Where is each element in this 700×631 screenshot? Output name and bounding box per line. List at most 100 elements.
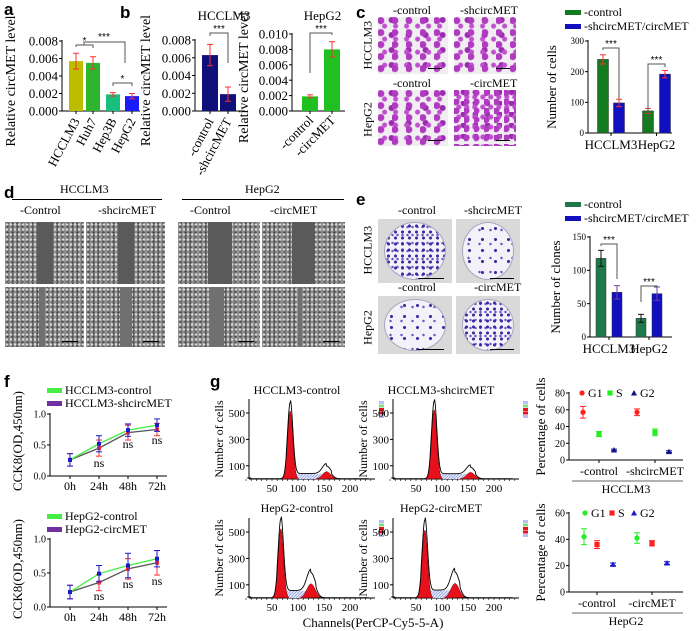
wound-healing-image bbox=[5, 287, 84, 347]
chart-title: HepG2 bbox=[304, 8, 342, 23]
legend-label: -shcircMET/circMET bbox=[584, 19, 689, 33]
photo-c-col-label: -control bbox=[393, 3, 431, 17]
significance-label: *** bbox=[603, 235, 615, 246]
y-axis-label: Number of cells bbox=[356, 400, 370, 478]
y-tick-label: 0.0 bbox=[34, 472, 47, 483]
photo-c-col-label: -control bbox=[393, 76, 431, 90]
x-tick-label: 200 bbox=[342, 602, 359, 614]
legend-label: G2 bbox=[640, 386, 655, 400]
panel-label-b: b bbox=[120, 3, 131, 22]
y-tick-label: 0.004 bbox=[162, 68, 192, 83]
histogram-curve bbox=[247, 399, 369, 480]
y-axis-label: Number of cells bbox=[212, 400, 226, 478]
panel-label-g: g bbox=[210, 372, 221, 391]
y-tick-label: 0 bbox=[560, 456, 565, 467]
x-tick-label: 50 bbox=[267, 483, 279, 495]
y-tick-label: 0.004 bbox=[29, 69, 59, 84]
x-tick-label: 0h bbox=[64, 479, 76, 493]
photo-e-col-label: -circMET bbox=[474, 280, 522, 294]
wound-healing-image bbox=[262, 222, 345, 284]
transwell-image bbox=[454, 90, 516, 146]
significance-label: *** bbox=[605, 39, 617, 50]
histogram-title: HepG2-control bbox=[261, 501, 334, 515]
data-point-G1 bbox=[580, 409, 586, 415]
colony-plate-image bbox=[378, 219, 452, 283]
photo-e-col-label: -control bbox=[398, 203, 436, 217]
y-tick-label: 100 bbox=[571, 97, 585, 107]
group-label: HepG2 bbox=[609, 614, 644, 628]
legend-key bbox=[523, 404, 528, 408]
significance-label: *** bbox=[98, 32, 110, 43]
y-tick-label: 0.5 bbox=[34, 569, 47, 580]
x-tick-label: 50 bbox=[267, 602, 279, 614]
legend-marker bbox=[609, 510, 615, 516]
legend-swatch bbox=[47, 388, 62, 393]
legend-key bbox=[379, 530, 384, 534]
x-tick-label: 150 bbox=[316, 602, 333, 614]
photo-d-group-label: HepG2 bbox=[245, 182, 280, 196]
y-tick-label: 100 bbox=[373, 580, 390, 592]
y-tick-label: 500 bbox=[229, 408, 246, 420]
data-point-S bbox=[596, 431, 602, 437]
photo-c-row-label: HCCLM3 bbox=[360, 20, 375, 70]
legend-swatch bbox=[47, 514, 62, 519]
significance-label: *** bbox=[315, 24, 327, 35]
wound-healing-image bbox=[5, 222, 84, 284]
bar-HCCLM3--control bbox=[595, 258, 607, 338]
y-tick-label: 0.002 bbox=[29, 86, 58, 101]
legend-label: -control bbox=[584, 5, 623, 19]
x-tick-label: -circMET bbox=[628, 596, 676, 610]
bar-HCCLM3--shcircMET/circMET bbox=[613, 102, 625, 134]
significance-bracket bbox=[209, 32, 229, 63]
significance-label: *** bbox=[651, 55, 663, 66]
histogram-title: HCCLM3-control bbox=[254, 383, 341, 397]
y-tick-label: 0 bbox=[580, 128, 585, 138]
photo-c-col-label: -shcircMET bbox=[460, 3, 518, 17]
legend-swatch bbox=[565, 24, 581, 29]
legend-swatch bbox=[565, 216, 581, 221]
y-tick-label: 0.008 bbox=[162, 33, 191, 48]
legend-marker bbox=[582, 510, 588, 516]
data-point-G2 bbox=[664, 560, 670, 566]
x-tick-label: HCCLM3 bbox=[583, 341, 636, 356]
panel-label-e: e bbox=[356, 190, 366, 209]
x-tick-label: 150 bbox=[316, 483, 333, 495]
bar-Hep3B bbox=[106, 94, 120, 111]
legend-key bbox=[523, 520, 528, 523]
x-tick-label: 150 bbox=[460, 602, 477, 614]
photo-e-col-label: -control bbox=[398, 280, 436, 294]
y-tick-label: 20 bbox=[555, 439, 565, 450]
y-axis-label: Number of cells bbox=[544, 45, 559, 129]
y-tick-label: 300 bbox=[229, 434, 246, 446]
legend-key bbox=[379, 404, 384, 408]
legend-key bbox=[523, 408, 528, 411]
series-line-HepG2-circMET bbox=[69, 562, 158, 593]
x-tick-label: 100 bbox=[290, 483, 307, 495]
legend-key bbox=[523, 401, 528, 404]
y-tick-label: 0 bbox=[582, 332, 587, 342]
y-tick-label: 200 bbox=[571, 67, 585, 77]
panel-label-c: c bbox=[356, 3, 366, 22]
x-tick-label: HCCLM3 bbox=[585, 137, 638, 152]
y-tick-label: 0.002 bbox=[259, 88, 288, 103]
y-axis-label: Number of clones bbox=[548, 240, 563, 333]
y-axis-label: CCK8(OD,450nm) bbox=[10, 519, 25, 619]
y-tick-label: 300 bbox=[571, 36, 585, 46]
wound-healing-image bbox=[262, 287, 345, 347]
series-line-HCCLM3-control bbox=[69, 424, 158, 461]
bar--control bbox=[302, 96, 318, 111]
y-tick-label: 40 bbox=[555, 422, 565, 433]
g2-peak bbox=[315, 471, 338, 480]
legend-swatch bbox=[47, 527, 62, 532]
legend-label: HepG2-circMET bbox=[65, 522, 148, 536]
data-point bbox=[126, 428, 130, 433]
wound-healing-image bbox=[86, 287, 165, 347]
photo-d-group-label: HCCLM3 bbox=[60, 182, 109, 196]
data-point bbox=[126, 563, 130, 568]
x-tick-label: 200 bbox=[342, 483, 359, 495]
photo-e-row-label: HCCLM3 bbox=[360, 225, 375, 275]
ns-label: ns bbox=[152, 574, 163, 588]
legend-key bbox=[379, 523, 384, 527]
legend-key bbox=[379, 520, 384, 523]
